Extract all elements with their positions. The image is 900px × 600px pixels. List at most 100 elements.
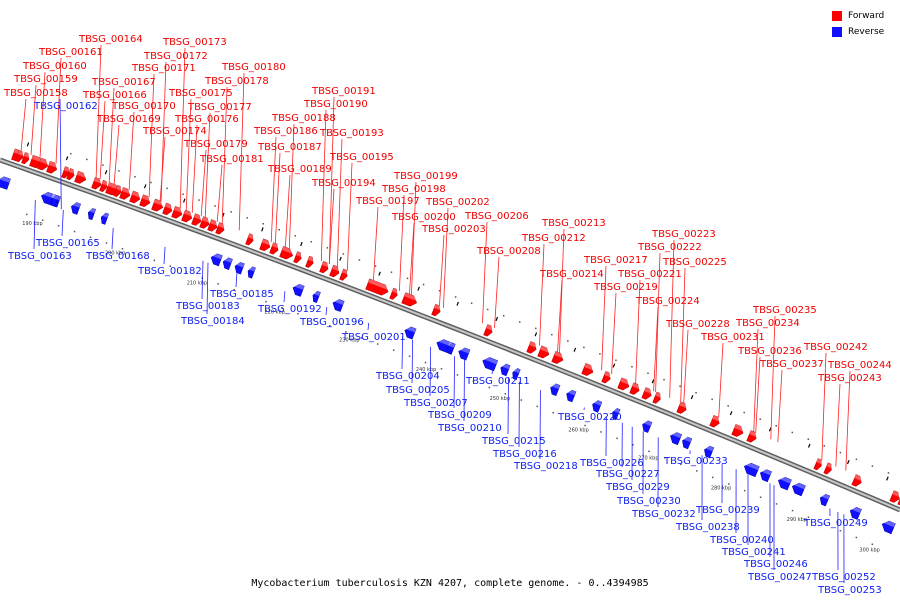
reverse-gene-glyph[interactable]: [403, 325, 417, 340]
reverse-gene-label[interactable]: TBSG_00238: [675, 522, 740, 533]
forward-gene-label[interactable]: TBSG_00206: [464, 211, 529, 222]
reverse-gene-label[interactable]: TBSG_00253: [817, 585, 882, 596]
forward-gene-glyph[interactable]: [676, 401, 689, 415]
forward-gene-glyph[interactable]: [526, 341, 539, 354]
reverse-gene-glyph[interactable]: [246, 265, 256, 279]
reverse-gene-label[interactable]: TBSG_00162: [33, 101, 98, 112]
reverse-gene-glyph[interactable]: [668, 430, 683, 446]
forward-gene-label[interactable]: TBSG_00160: [22, 61, 87, 72]
forward-gene-glyph[interactable]: [279, 246, 295, 261]
forward-gene-glyph[interactable]: [162, 202, 174, 216]
forward-gene-label[interactable]: TBSG_00224: [635, 296, 700, 307]
forward-gene-label[interactable]: TBSG_00222: [637, 242, 702, 253]
forward-gene-label[interactable]: TBSG_00219: [593, 282, 658, 293]
reverse-gene-label[interactable]: TBSG_00196: [299, 317, 364, 328]
forward-gene-label[interactable]: TBSG_00186: [253, 126, 318, 137]
forward-gene-glyph[interactable]: [207, 219, 219, 233]
forward-gene-glyph[interactable]: [66, 168, 76, 181]
reverse-gene-glyph[interactable]: [233, 261, 245, 275]
forward-gene-glyph[interactable]: [319, 261, 330, 274]
reverse-gene-glyph[interactable]: [86, 207, 97, 221]
reverse-gene-label[interactable]: TBSG_00227: [595, 469, 660, 480]
forward-gene-label[interactable]: TBSG_00236: [737, 346, 802, 357]
reverse-gene-label[interactable]: TBSG_00239: [695, 505, 760, 516]
forward-gene-label[interactable]: TBSG_00200: [391, 212, 456, 223]
reverse-gene-label[interactable]: TBSG_00240: [709, 535, 774, 546]
forward-gene-label[interactable]: TBSG_00174: [142, 126, 207, 137]
reverse-gene-label[interactable]: TBSG_00215: [481, 436, 546, 447]
forward-gene-label[interactable]: TBSG_00159: [13, 74, 78, 85]
forward-gene-glyph[interactable]: [483, 324, 495, 338]
forward-gene-glyph[interactable]: [601, 371, 613, 384]
reverse-gene-glyph[interactable]: [331, 297, 345, 312]
reverse-gene-label[interactable]: TBSG_00218: [513, 461, 578, 472]
reverse-gene-label[interactable]: TBSG_00247: [747, 572, 812, 583]
forward-gene-glyph[interactable]: [269, 242, 280, 256]
forward-gene-glyph[interactable]: [823, 462, 834, 475]
reverse-gene-label[interactable]: TBSG_00201: [341, 332, 406, 343]
reverse-gene-label[interactable]: TBSG_00252: [811, 572, 876, 583]
forward-gene-glyph[interactable]: [851, 474, 864, 488]
forward-gene-label[interactable]: TBSG_00175: [168, 88, 233, 99]
forward-gene-glyph[interactable]: [119, 187, 132, 200]
reverse-gene-label[interactable]: TBSG_00210: [437, 423, 502, 434]
forward-gene-glyph[interactable]: [199, 216, 211, 230]
forward-gene-glyph[interactable]: [652, 391, 663, 404]
forward-gene-label[interactable]: TBSG_00234: [735, 318, 800, 329]
reverse-gene-label[interactable]: TBSG_00249: [803, 518, 868, 529]
reverse-gene-glyph[interactable]: [610, 407, 621, 421]
forward-gene-glyph[interactable]: [15, 149, 25, 163]
reverse-gene-glyph[interactable]: [311, 290, 321, 303]
forward-gene-glyph[interactable]: [293, 251, 304, 264]
forward-gene-label[interactable]: TBSG_00214: [539, 269, 604, 280]
forward-gene-label[interactable]: TBSG_00187: [257, 142, 322, 153]
forward-gene-glyph[interactable]: [91, 177, 103, 190]
reverse-gene-glyph[interactable]: [291, 282, 305, 297]
reverse-gene-label[interactable]: TBSG_00168: [85, 251, 150, 262]
forward-gene-label[interactable]: TBSG_00194: [311, 178, 376, 189]
forward-gene-label[interactable]: TBSG_00161: [38, 47, 103, 58]
reverse-gene-glyph[interactable]: [680, 435, 693, 450]
forward-gene-label[interactable]: TBSG_00235: [752, 305, 817, 316]
forward-gene-label[interactable]: TBSG_00170: [111, 101, 176, 112]
reverse-gene-glyph[interactable]: [209, 252, 223, 267]
reverse-gene-label[interactable]: TBSG_00183: [175, 301, 240, 312]
reverse-gene-glyph[interactable]: [640, 419, 653, 433]
forward-gene-label[interactable]: TBSG_00177: [187, 102, 252, 113]
forward-gene-label[interactable]: TBSG_00242: [803, 342, 868, 353]
forward-gene-label[interactable]: TBSG_00173: [162, 37, 227, 48]
reverse-gene-label[interactable]: TBSG_00184: [180, 316, 245, 327]
forward-gene-glyph[interactable]: [617, 377, 632, 392]
forward-gene-label[interactable]: TBSG_00158: [3, 88, 68, 99]
reverse-gene-label[interactable]: TBSG_00209: [427, 410, 492, 421]
forward-gene-glyph[interactable]: [551, 351, 566, 365]
forward-gene-label[interactable]: TBSG_00212: [521, 233, 586, 244]
forward-gene-label[interactable]: TBSG_00197: [355, 196, 420, 207]
forward-gene-glyph[interactable]: [889, 490, 900, 504]
forward-gene-label[interactable]: TBSG_00228: [665, 319, 730, 330]
forward-gene-glyph[interactable]: [129, 190, 142, 204]
forward-gene-label[interactable]: TBSG_00199: [393, 171, 458, 182]
reverse-gene-glyph[interactable]: [790, 481, 806, 497]
reverse-gene-glyph[interactable]: [758, 467, 772, 483]
forward-gene-glyph[interactable]: [139, 194, 152, 208]
reverse-gene-glyph[interactable]: [702, 444, 715, 459]
forward-gene-glyph[interactable]: [151, 198, 165, 213]
reverse-gene-label[interactable]: TBSG_00246: [743, 559, 808, 570]
forward-gene-glyph[interactable]: [181, 209, 194, 223]
forward-gene-label[interactable]: TBSG_00195: [329, 152, 394, 163]
forward-gene-glyph[interactable]: [581, 363, 596, 377]
reverse-gene-glyph[interactable]: [221, 256, 233, 270]
forward-gene-label[interactable]: TBSG_00221: [617, 269, 682, 280]
forward-gene-glyph[interactable]: [629, 382, 642, 396]
forward-gene-label[interactable]: TBSG_00172: [143, 51, 208, 62]
forward-gene-label[interactable]: TBSG_00203: [421, 224, 486, 235]
forward-gene-label[interactable]: TBSG_00213: [541, 218, 606, 229]
forward-gene-label[interactable]: TBSG_00180: [221, 62, 286, 73]
forward-gene-glyph[interactable]: [731, 423, 746, 438]
reverse-gene-glyph[interactable]: [0, 175, 11, 190]
reverse-gene-label[interactable]: TBSG_00211: [465, 376, 530, 387]
forward-gene-label[interactable]: TBSG_00166: [82, 90, 147, 101]
forward-gene-label[interactable]: TBSG_00188: [271, 113, 336, 124]
forward-gene-glyph[interactable]: [709, 414, 722, 428]
